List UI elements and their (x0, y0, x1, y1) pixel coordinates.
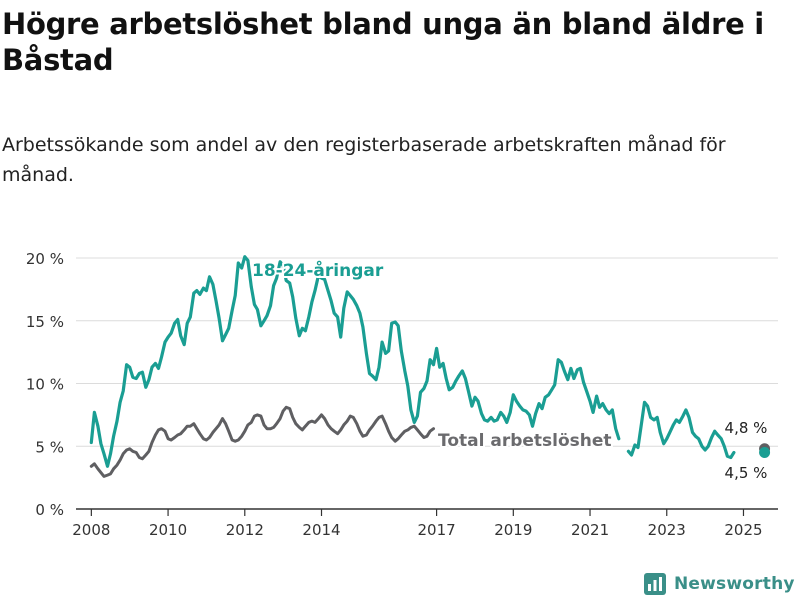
series-labels: 18-24-åringar Total arbetslöshet (250, 257, 614, 453)
series-label-youth: 18-24-åringar (252, 259, 384, 281)
y-tick-label: 0 % (35, 501, 64, 519)
end-markers: 4,8 % 4,5 % (725, 419, 771, 482)
bar-chart-icon (644, 573, 666, 595)
series-lines (89, 255, 736, 478)
end-value-youth: 4,5 % (725, 464, 768, 482)
x-tick-label: 2012 (226, 521, 264, 539)
x-tick-label: 2014 (302, 521, 340, 539)
y-tick-label: 20 % (26, 250, 64, 268)
x-tick-label: 2010 (149, 521, 187, 539)
brand-name: Newsworthy (674, 574, 795, 594)
x-tick-label: 2025 (724, 521, 762, 539)
series-line-total (89, 405, 435, 478)
y-tick-label: 15 % (26, 313, 64, 331)
x-tick-label: 2021 (571, 521, 609, 539)
y-tick-label: 10 % (26, 376, 64, 394)
x-tick-label: 2023 (648, 521, 686, 539)
end-marker-youth (759, 447, 771, 459)
x-tick-label: 2017 (417, 521, 455, 539)
end-value-total: 4,8 % (725, 419, 768, 437)
x-tick-label: 2008 (72, 521, 110, 539)
x-axis: 2008 2010 2012 2014 2017 2019 2021 2023 2025 (72, 508, 778, 539)
series-line-youth (89, 255, 736, 468)
chart-title: Högre arbetslöshet bland unga än bland ä… (2, 7, 764, 77)
grid-lines (76, 257, 778, 447)
chart-subtitle: Arbetssökande som andel av den registerb… (2, 134, 726, 186)
newsworthy-logo[interactable]: Newsworthy (644, 570, 795, 598)
y-tick-label: 5 % (35, 438, 64, 456)
y-tick-labels: 0 % 5 % 10 % 15 % 20 % (26, 250, 64, 519)
series-label-total: Total arbetslöshet (438, 431, 612, 451)
x-tick-label: 2019 (494, 521, 532, 539)
